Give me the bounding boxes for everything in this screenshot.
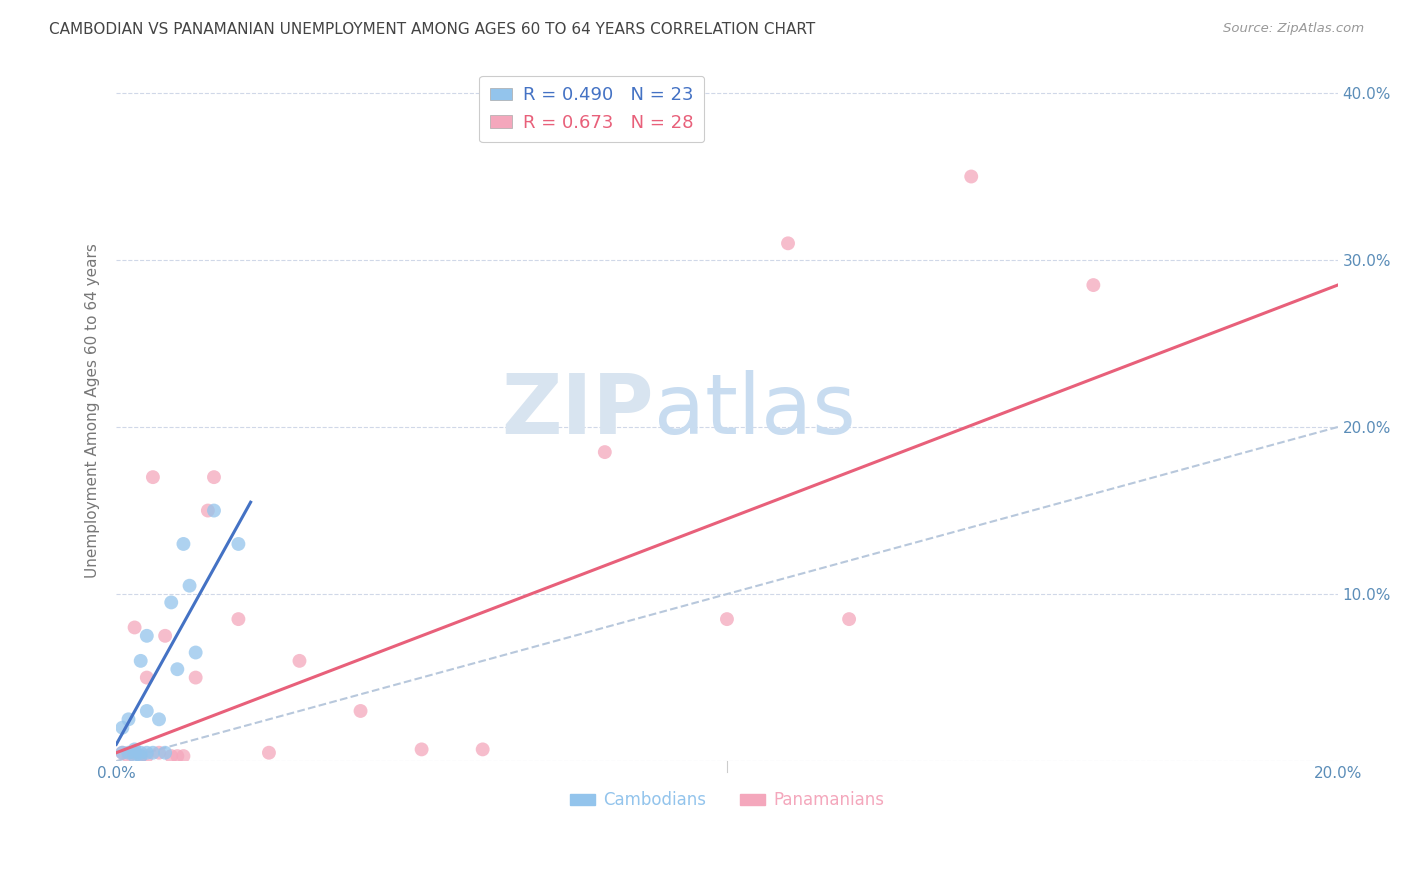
Point — [349, 704, 371, 718]
Point — [153, 629, 176, 643]
Point — [257, 746, 280, 760]
Point — [197, 503, 219, 517]
Point — [160, 749, 183, 764]
Point — [111, 721, 134, 735]
Point — [166, 662, 188, 676]
Point — [184, 671, 207, 685]
Point — [142, 746, 165, 760]
Point — [593, 445, 616, 459]
Point — [179, 579, 201, 593]
Point — [135, 749, 157, 764]
Point — [471, 742, 494, 756]
Point — [124, 746, 146, 760]
Point — [129, 746, 152, 760]
Point — [153, 746, 176, 760]
Point — [148, 712, 170, 726]
Point — [202, 470, 225, 484]
Point — [124, 620, 146, 634]
Point — [111, 746, 134, 760]
Point — [960, 169, 983, 184]
Point — [135, 704, 157, 718]
Text: Source: ZipAtlas.com: Source: ZipAtlas.com — [1223, 22, 1364, 36]
Point — [124, 749, 146, 764]
Text: atlas: atlas — [654, 370, 855, 450]
Point — [117, 749, 139, 764]
Point — [288, 654, 311, 668]
Point — [124, 746, 146, 760]
Point — [124, 742, 146, 756]
Legend: Cambodians, Panamanians: Cambodians, Panamanians — [564, 785, 890, 816]
Point — [148, 746, 170, 760]
Point — [172, 537, 194, 551]
Point — [135, 746, 157, 760]
Point — [228, 612, 250, 626]
Point — [142, 470, 165, 484]
Y-axis label: Unemployment Among Ages 60 to 64 years: Unemployment Among Ages 60 to 64 years — [86, 243, 100, 578]
Point — [184, 646, 207, 660]
Point — [117, 746, 139, 760]
Point — [135, 629, 157, 643]
Point — [838, 612, 860, 626]
Point — [228, 537, 250, 551]
Point — [166, 749, 188, 764]
Point — [411, 742, 433, 756]
Point — [1083, 278, 1105, 293]
Point — [135, 671, 157, 685]
Point — [172, 749, 194, 764]
Text: ZIP: ZIP — [501, 370, 654, 450]
Point — [129, 749, 152, 764]
Text: CAMBODIAN VS PANAMANIAN UNEMPLOYMENT AMONG AGES 60 TO 64 YEARS CORRELATION CHART: CAMBODIAN VS PANAMANIAN UNEMPLOYMENT AMO… — [49, 22, 815, 37]
Point — [129, 749, 152, 764]
Point — [117, 712, 139, 726]
Point — [111, 746, 134, 760]
Point — [160, 595, 183, 609]
Point — [129, 654, 152, 668]
Point — [202, 503, 225, 517]
Point — [776, 236, 799, 251]
Point — [716, 612, 738, 626]
